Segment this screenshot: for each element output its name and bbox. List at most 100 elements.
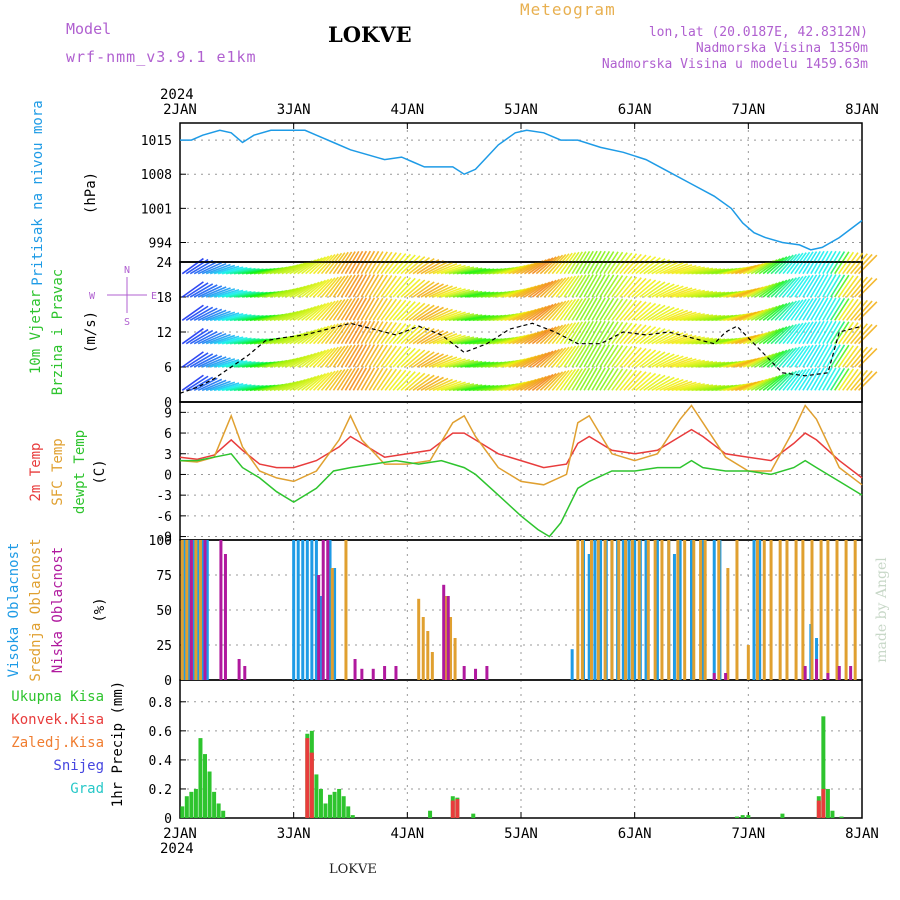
wind-barb xyxy=(301,373,323,391)
bar-high_cloud xyxy=(621,540,625,680)
wind-barb xyxy=(555,369,573,391)
wind-barb xyxy=(631,348,652,368)
wind-barb xyxy=(647,282,671,298)
wind-barb xyxy=(543,277,564,298)
wind-barb xyxy=(531,303,554,321)
wind-barb xyxy=(428,262,453,275)
bar-total_precip xyxy=(323,803,328,818)
wind-barb xyxy=(794,368,811,391)
wind-barb xyxy=(559,368,577,391)
wind-barb xyxy=(663,356,689,368)
wind-barb xyxy=(209,311,236,322)
wind-barb xyxy=(671,358,697,368)
wind-barb xyxy=(583,367,598,391)
wind-barb xyxy=(663,379,689,392)
bar-total_precip xyxy=(839,816,844,818)
wind-barb xyxy=(671,288,697,298)
bar-mid_cloud xyxy=(576,540,580,680)
wind-barb xyxy=(543,324,564,345)
wind-barb xyxy=(225,384,252,392)
compass-e: E xyxy=(151,291,157,302)
wind-barb xyxy=(802,297,818,321)
wind-barb xyxy=(587,274,602,298)
wind-barb xyxy=(520,283,544,298)
wind-barb xyxy=(615,345,633,368)
wind-barb xyxy=(520,376,544,392)
wind-barb xyxy=(372,321,388,345)
wind-barb xyxy=(217,359,244,368)
wind-barb xyxy=(456,360,483,368)
wind-barb xyxy=(794,275,811,298)
wind-barb xyxy=(301,350,323,368)
bar-high_cloud xyxy=(305,540,309,680)
temp-ylabel-1: 2m Temp xyxy=(28,442,44,501)
wind-barb xyxy=(348,367,364,391)
bar-total_precip xyxy=(328,794,333,818)
wind-barb xyxy=(603,344,619,368)
wind-barb xyxy=(193,284,218,298)
wind-barb xyxy=(221,313,248,322)
wind-barb xyxy=(659,262,684,275)
wind-barb xyxy=(643,258,666,275)
wind-barb xyxy=(603,274,619,298)
precip-ylabel: 1hr Precip (mm) xyxy=(110,681,126,807)
wind-barb xyxy=(197,285,223,298)
bar-mid_cloud xyxy=(703,540,707,680)
bar-low_cloud xyxy=(223,554,227,680)
ytick-label: 1008 xyxy=(141,168,172,183)
ytick-label: -9 xyxy=(156,531,172,546)
wind-barb xyxy=(289,330,313,345)
wind-barb xyxy=(352,274,368,298)
year-label-bottom: 2024 xyxy=(160,841,194,857)
wind-barb xyxy=(185,375,209,392)
wind-ylabel-2: Brzina i Pravac xyxy=(50,269,66,395)
wind-barb xyxy=(297,374,320,391)
wind-barb xyxy=(547,370,567,391)
bar-mid_cloud xyxy=(417,598,421,680)
wind-barb xyxy=(766,302,788,321)
wind-barb xyxy=(667,380,693,392)
wind-barb xyxy=(456,314,483,322)
wind-barb xyxy=(396,277,416,298)
wind-barb xyxy=(404,372,426,391)
wind-barb xyxy=(591,320,606,345)
bar-mid_cloud xyxy=(667,540,671,680)
wind-barb xyxy=(854,277,873,298)
wind-barb xyxy=(627,277,647,298)
meteogram-label: Meteogram xyxy=(520,0,616,19)
wind-barb xyxy=(547,253,567,275)
wind-barb xyxy=(297,351,320,368)
bar-total_precip xyxy=(428,810,433,818)
wind-ylabel-1: 10m Vjetar xyxy=(28,290,44,374)
cloud-ylabel-3: Niska Oblacnost xyxy=(50,547,66,673)
wind-barb xyxy=(324,346,343,368)
wind-barb xyxy=(742,308,768,322)
wind-barb xyxy=(205,310,231,322)
wind-barb xyxy=(531,280,554,298)
wind-barb xyxy=(384,299,402,321)
wind-barb xyxy=(623,323,642,345)
bar-low_cloud xyxy=(237,659,241,680)
bar-high_cloud xyxy=(196,540,200,680)
wind-barb xyxy=(842,275,859,298)
wind-barb xyxy=(834,274,850,298)
wind-barb xyxy=(535,372,557,391)
wind-barb xyxy=(782,299,801,321)
wind-barb xyxy=(802,344,818,368)
wind-barb xyxy=(595,367,611,391)
wind-barb xyxy=(301,257,323,275)
wind-barb xyxy=(356,320,372,345)
wind-barb xyxy=(675,359,701,368)
wind-barb xyxy=(424,331,449,345)
bar-total_precip xyxy=(207,771,212,818)
wind-barb xyxy=(452,313,479,322)
wind-barb xyxy=(181,351,204,368)
wind-barb xyxy=(587,344,602,368)
wind-barb xyxy=(635,256,657,275)
wind-barb xyxy=(607,275,624,298)
wind-barb xyxy=(762,257,785,275)
bar-high_cloud xyxy=(712,540,716,680)
altitude-label: Nadmorska Visina 1350m xyxy=(695,41,868,56)
wind-barb xyxy=(583,274,598,298)
